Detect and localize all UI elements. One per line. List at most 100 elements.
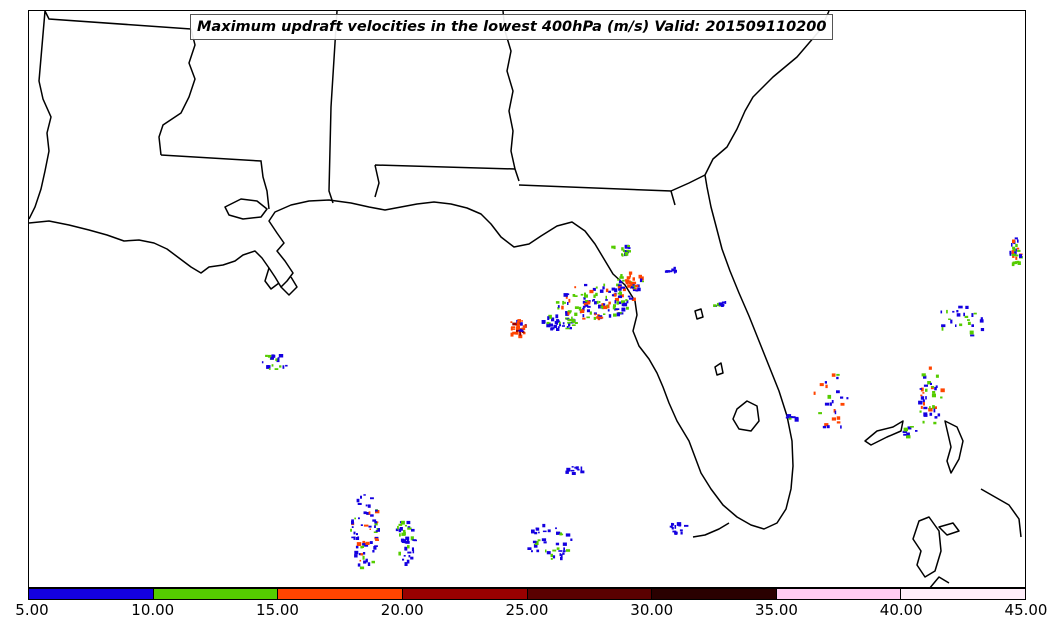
updraft-cell (673, 266, 676, 270)
updraft-cell (818, 412, 822, 415)
updraft-cell (359, 559, 362, 562)
updraft-cell (620, 274, 623, 277)
updraft-cell (407, 527, 412, 530)
updraft-cell (608, 301, 611, 305)
updraft-cell (375, 538, 379, 541)
updraft-cell (282, 365, 285, 369)
map-canvas (29, 11, 1023, 587)
updraft-cell (582, 317, 586, 320)
bahamas-small (929, 576, 950, 587)
updraft-cell (510, 321, 513, 323)
updraft-cell (621, 307, 626, 312)
updraft-cell (373, 546, 377, 550)
updraft-cell (958, 305, 963, 309)
updraft-cell (411, 547, 414, 551)
updraft-cell (536, 549, 540, 553)
updraft-cell (935, 374, 939, 378)
updraft-cell (607, 309, 610, 312)
updraft-cell (940, 388, 945, 393)
updraft-cell (932, 405, 935, 409)
updraft-cell (406, 520, 411, 525)
updraft-cell (401, 532, 406, 536)
updraft-cell (629, 274, 631, 278)
updraft-cell (927, 381, 931, 385)
updraft-cell (362, 543, 366, 546)
updraft-cell (568, 298, 571, 303)
border-louisiana-texas (29, 11, 52, 220)
updraft-cell (522, 331, 526, 335)
updraft-cell (558, 550, 563, 552)
updraft-cell (969, 330, 974, 335)
border-mississippi-river (158, 28, 196, 156)
updraft-cell (603, 313, 606, 315)
updraft-cell (956, 310, 959, 313)
updraft-cell (638, 274, 642, 279)
updraft-cell (518, 334, 523, 339)
updraft-cell (558, 321, 561, 325)
updraft-cell (368, 511, 371, 515)
updraft-cell (903, 433, 907, 436)
updraft-cell (668, 270, 673, 273)
updraft-cell (836, 390, 840, 394)
updraft-cell (556, 319, 560, 322)
updraft-cell (572, 294, 576, 297)
updraft-cell (822, 425, 827, 429)
updraft-cell (813, 391, 816, 395)
updraft-cell (555, 314, 559, 319)
updraft-cell (360, 495, 362, 499)
updraft-cell (631, 297, 636, 301)
updraft-cell (368, 525, 372, 528)
updraft-cell (412, 549, 415, 554)
updraft-cell (919, 388, 922, 390)
updraft-cell (980, 328, 985, 332)
updraft-cell (567, 302, 569, 305)
colorbar-tick-label: 25.00 (505, 601, 549, 619)
updraft-cell (365, 504, 368, 507)
border-florida-georgia (518, 174, 706, 206)
updraft-cell (627, 284, 631, 288)
updraft-cell (365, 541, 370, 545)
updraft-cell (935, 385, 938, 388)
updraft-cell (1012, 261, 1016, 265)
updraft-cell (285, 364, 288, 367)
updraft-cell (717, 302, 719, 306)
updraft-cell (671, 526, 674, 530)
updraft-cell (541, 538, 547, 542)
updraft-cell (404, 546, 407, 551)
updraft-cell (517, 319, 521, 323)
updraft-cell (551, 327, 555, 330)
updraft-cell (930, 382, 932, 385)
small-lake (694, 308, 704, 320)
state-borders (29, 11, 706, 220)
updraft-cell (664, 270, 669, 273)
updraft-cell (929, 406, 931, 410)
updraft-cell (403, 555, 406, 557)
updraft-cell (559, 323, 561, 327)
updraft-cell (356, 533, 358, 536)
colorbar-tick-label: 45.00 (1004, 601, 1048, 619)
updraft-cell (617, 292, 620, 295)
updraft-cell (903, 427, 908, 432)
colorbar-tick-label: 30.00 (630, 601, 674, 619)
updraft-cell (516, 329, 519, 333)
updraft-cell (522, 325, 527, 328)
updraft-cell (555, 527, 557, 530)
updraft-cell (587, 301, 591, 305)
updraft-cell (963, 312, 965, 317)
updraft-cell (371, 560, 375, 564)
updraft-cell (398, 523, 403, 526)
updraft-cell (605, 299, 608, 301)
updraft-cell (518, 322, 523, 326)
updraft-cell (921, 373, 926, 377)
updraft-cell (626, 276, 631, 280)
updraft-cell (836, 421, 841, 424)
updraft-cell (956, 313, 961, 317)
updraft-cell (542, 321, 545, 324)
updraft-cell (519, 329, 524, 332)
updraft-cell (1019, 254, 1023, 258)
updraft-cell (611, 245, 616, 249)
updraft-cell (928, 366, 932, 370)
updraft-cell (552, 555, 556, 559)
updraft-cell (407, 545, 410, 549)
updraft-cell (561, 305, 564, 310)
